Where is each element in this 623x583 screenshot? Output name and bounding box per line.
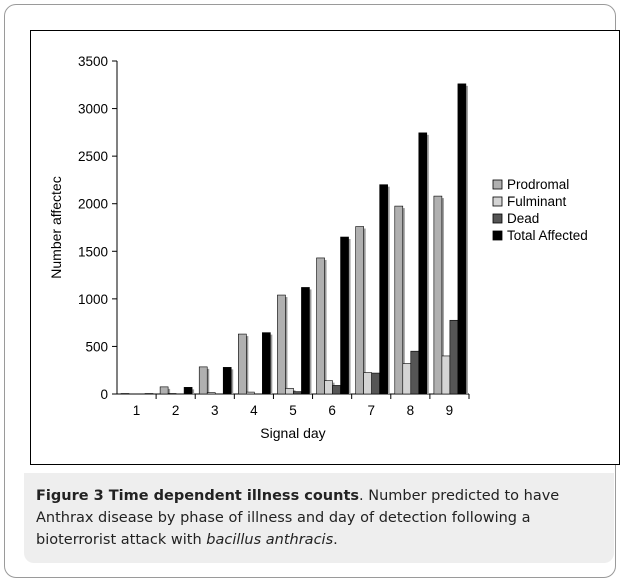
- legend-label: Fulminant: [507, 194, 567, 209]
- x-tick-label: 2: [172, 403, 180, 418]
- x-axis-label: Signal day: [260, 425, 325, 441]
- caption-italic-term: bacillus anthracis: [206, 532, 334, 548]
- figure-caption: Figure 3 Time dependent illness counts. …: [36, 485, 606, 551]
- y-tick-label: 3000: [78, 102, 108, 117]
- bar-dead: [293, 391, 302, 395]
- bar-prodromal: [238, 333, 247, 395]
- x-tick-label: 9: [446, 403, 454, 418]
- bar-prodromal: [394, 205, 404, 395]
- x-tick-label: 6: [328, 403, 336, 418]
- bar-prodromal: [355, 226, 364, 395]
- bar-dead: [410, 350, 420, 395]
- legend-label: Dead: [507, 211, 539, 226]
- y-tick-label: 1000: [78, 292, 108, 307]
- x-tick-label: 5: [289, 403, 297, 418]
- legend-swatch: [492, 213, 503, 224]
- bar-prodromal: [316, 257, 325, 395]
- y-tick-label: 1500: [78, 244, 108, 259]
- bar-total-affected: [379, 184, 388, 395]
- bar-fulminant: [441, 355, 451, 395]
- bar-prodromal: [277, 294, 286, 395]
- caption-title: Figure 3 Time dependent illness counts: [36, 488, 360, 504]
- bar-total-affected: [457, 83, 467, 395]
- bar-fulminant: [402, 363, 412, 395]
- bar-chart: 0 500 1000 1500 2000 2500 3000 3500 1 2 3 4 5 6 7 8 9 Pr…: [48, 54, 588, 441]
- bar-prodromal: [433, 195, 443, 395]
- x-tick-label: 8: [407, 403, 415, 418]
- chart-frame: 0 500 1000 1500 2000 2500 3000 3500 1 2 3 4 5 6 7 8 9 Pr…: [30, 30, 620, 465]
- chart-bars: [120, 83, 468, 395]
- y-tick-label: 500: [85, 339, 108, 354]
- x-tick-label: 4: [250, 403, 258, 418]
- bar-total-affected: [301, 287, 310, 395]
- bar-total-affected: [222, 367, 232, 395]
- x-tick-label: 7: [367, 403, 375, 418]
- y-tick-label: 0: [100, 387, 108, 402]
- bar-total-affected: [340, 236, 349, 395]
- caption-end: .: [333, 532, 338, 548]
- bar-dead: [332, 385, 341, 395]
- y-tick-label: 2000: [78, 197, 108, 212]
- legend-label: Total Affected: [507, 228, 588, 243]
- bar-fulminant: [206, 392, 216, 395]
- chart-legend: Prodromal Fulminant Dead Total Affected: [492, 177, 588, 243]
- bar-dead: [449, 319, 459, 395]
- bar-total-affected: [418, 132, 428, 395]
- legend-swatch: [492, 179, 503, 190]
- bar-fulminant: [363, 372, 372, 395]
- caption-background: [24, 473, 614, 563]
- bar-prodromal: [198, 366, 208, 395]
- bar-fulminant: [324, 380, 333, 395]
- legend-swatch: [492, 196, 503, 207]
- bar-prodromal: [159, 386, 169, 395]
- y-tick-label: 3500: [78, 54, 108, 69]
- bar-total-affected: [183, 387, 193, 395]
- y-axis-label: Number affectec: [48, 176, 64, 278]
- legend-swatch: [492, 230, 503, 241]
- y-tick-label: 2500: [78, 149, 108, 164]
- bar-fulminant: [246, 391, 255, 395]
- x-tick-label: 3: [211, 403, 219, 418]
- legend-label: Prodromal: [507, 177, 569, 192]
- bar-fulminant: [285, 387, 294, 395]
- x-tick-label: 1: [133, 403, 141, 418]
- caption-text: . Number predicted to have Anthrax disea…: [36, 488, 560, 548]
- bar-total-affected: [262, 332, 271, 395]
- bar-dead: [371, 372, 380, 395]
